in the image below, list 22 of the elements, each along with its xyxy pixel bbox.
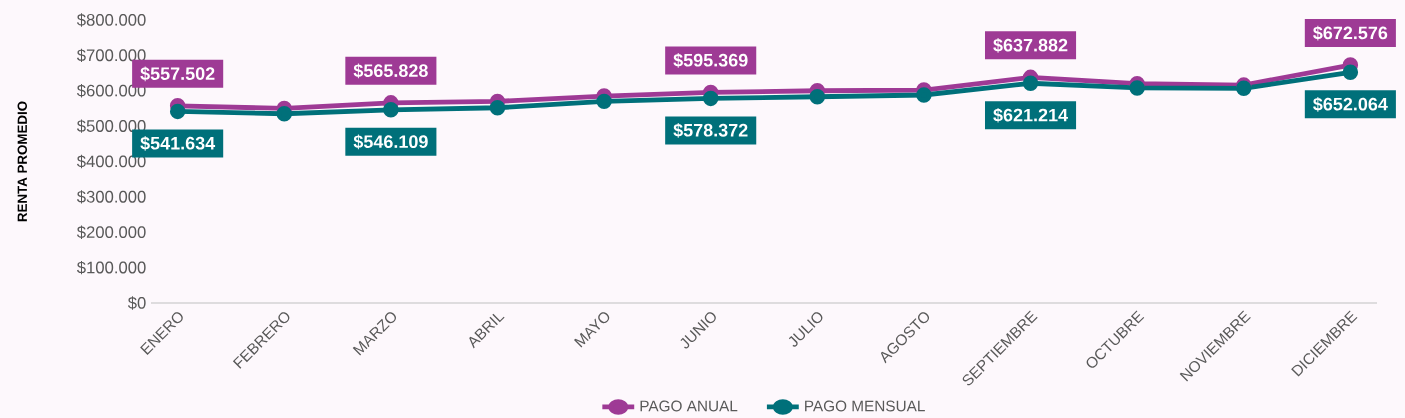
- data-label: $565.828: [353, 63, 428, 79]
- y-tick-label: $600.000: [76, 84, 146, 98]
- data-label: $541.634: [140, 136, 216, 151]
- data-label: $672.576: [1313, 25, 1388, 41]
- y-tick-label: $200.000: [76, 225, 146, 239]
- data-label: $595.369: [673, 53, 748, 68]
- y-tick-label: $300.000: [76, 190, 146, 204]
- data-label: $578.372: [673, 123, 748, 138]
- data-label: $557.502: [140, 66, 215, 82]
- y-tick-label: $700.000: [76, 48, 146, 63]
- data-label: $637.882: [993, 38, 1068, 53]
- y-tick-label: $0: [127, 296, 146, 310]
- legend-label: PAGO MENSUAL: [805, 400, 925, 412]
- y-tick-label: $400.000: [76, 154, 146, 169]
- y-tick-label: $800.000: [76, 13, 146, 27]
- data-label: $621.214: [993, 107, 1068, 123]
- y-tick-label: $100.000: [76, 260, 146, 275]
- legend-label: PAGO ANUAL: [640, 400, 738, 412]
- data-label: $652.064: [1313, 96, 1388, 112]
- y-axis-title: RENTA PROMEDIO: [17, 101, 27, 222]
- y-tick-label: $500.000: [76, 119, 146, 133]
- data-label: $546.109: [353, 134, 428, 150]
